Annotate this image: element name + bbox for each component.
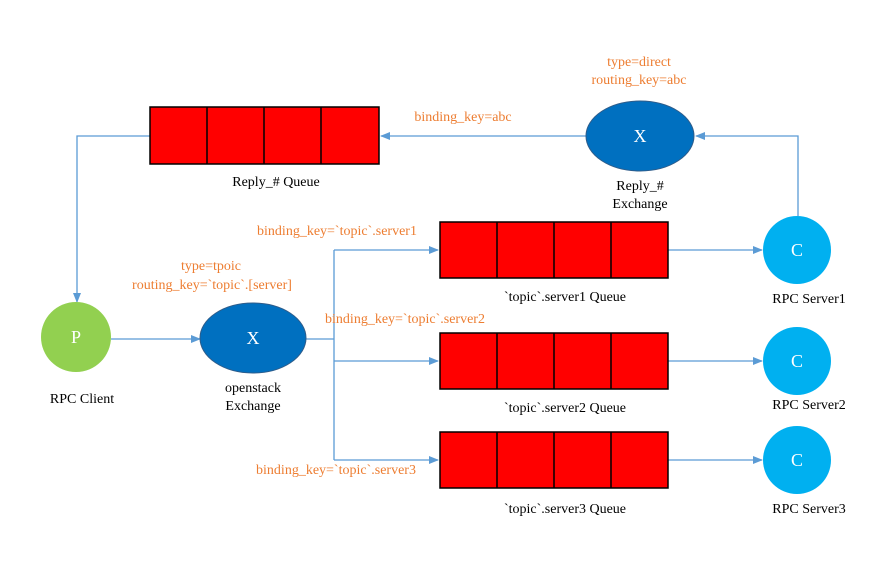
rpc-client-node (41, 302, 111, 372)
reply-exchange-type: type=direct (607, 55, 671, 70)
rpc-server2-label: RPC Server2 (772, 398, 846, 413)
openstack-exchange-type: type=tpoic (181, 259, 241, 274)
reply-exchange-symbol: X (634, 126, 647, 146)
queue-server2-label: `topic`.server2 Queue (504, 401, 626, 416)
queue-server1-binding-key: binding_key=`topic`.server1 (257, 224, 417, 239)
rpc-server3-symbol: C (791, 450, 803, 470)
queue-server1-label: `topic`.server1 Queue (504, 290, 626, 305)
queue-server2-binding-key: binding_key=`topic`.server2 (325, 312, 485, 327)
queue-server3-label: `topic`.server3 Queue (504, 502, 626, 517)
rpc-client-symbol: P (71, 327, 81, 347)
rpc-server2-symbol: C (791, 351, 803, 371)
openstack-exchange-node (199, 302, 307, 374)
queue-server1 (439, 221, 669, 279)
openstack-exchange-label-line1: openstack (225, 381, 281, 396)
rpc-server2-node (763, 327, 831, 395)
queue-server3 (439, 431, 669, 489)
reply-exchange-label-line2: Exchange (612, 197, 667, 212)
connectors (73, 132, 799, 464)
rpc-server3-label: RPC Server3 (772, 502, 846, 517)
openstack-exchange-label-line2: Exchange (225, 399, 280, 414)
reply-exchange-routing-key: routing_key=abc (592, 73, 687, 88)
reply-exchange-label-line1: Reply_# (616, 179, 663, 194)
reply-exchange-node (585, 100, 695, 172)
server1-to-reply-exchange-line (695, 132, 799, 216)
queue-server3-binding-key: binding_key=`topic`.server3 (256, 463, 416, 478)
rpc-server3-node (763, 426, 831, 494)
openstack-exchange-routing-key: routing_key=`topic`.[server] (132, 278, 292, 293)
reply-queue-label: Reply_# Queue (232, 175, 319, 190)
reply-queue (149, 106, 380, 165)
rpc-server1-label: RPC Server1 (772, 292, 846, 307)
reply-binding-key: binding_key=abc (414, 110, 511, 125)
rpc-client-label: RPC Client (50, 392, 114, 407)
openstack-exchange-symbol: X (247, 328, 260, 348)
reply-queue-to-client-line (73, 135, 150, 303)
rpc-server1-symbol: C (791, 240, 803, 260)
queue-server2 (439, 332, 669, 390)
rpc-server1-node (763, 216, 831, 284)
